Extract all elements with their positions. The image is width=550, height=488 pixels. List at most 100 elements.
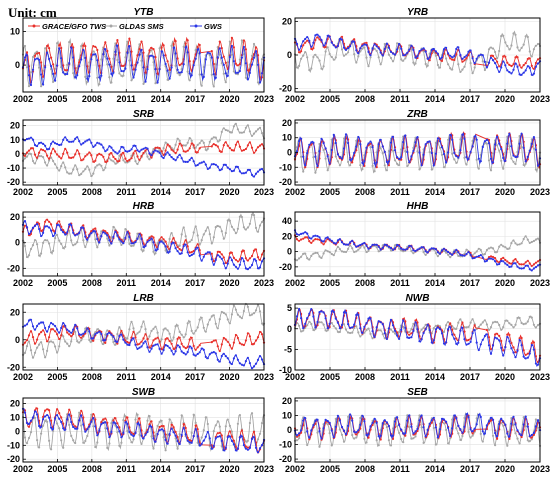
x-tick-label: 2008 <box>355 94 375 104</box>
data-point <box>216 145 219 148</box>
data-point <box>122 70 125 73</box>
data-point <box>250 54 254 57</box>
data-point <box>332 58 335 61</box>
data-point <box>240 56 243 59</box>
data-point <box>66 418 69 421</box>
data-point <box>306 39 309 42</box>
data-point <box>186 322 189 325</box>
data-point <box>146 68 149 71</box>
data-point <box>160 338 163 341</box>
data-point <box>304 236 307 239</box>
data-point <box>246 69 249 72</box>
grid <box>22 398 265 462</box>
data-point <box>424 328 427 331</box>
data-point <box>434 50 437 53</box>
y-tick-label: 20 <box>10 212 20 222</box>
data-point <box>359 423 362 426</box>
data-point <box>162 54 165 57</box>
x-tick-label: 2005 <box>320 464 340 474</box>
data-point <box>510 341 513 345</box>
data-point <box>424 253 427 256</box>
data-point <box>94 230 97 233</box>
data-point <box>194 49 197 52</box>
data-point <box>202 141 205 144</box>
data-point <box>58 412 61 415</box>
data-point <box>182 63 185 66</box>
data-point <box>248 141 251 144</box>
data-point <box>236 64 239 67</box>
data-point <box>342 243 346 246</box>
data-point <box>532 433 536 436</box>
x-tick-label: 2005 <box>47 187 67 197</box>
data-point <box>502 260 505 263</box>
data-point <box>391 52 395 55</box>
data-point <box>94 45 97 49</box>
data-point <box>308 436 311 439</box>
data-point <box>25 255 29 259</box>
data-point <box>23 56 27 59</box>
data-point <box>334 141 337 145</box>
data-point <box>216 250 219 253</box>
data-point <box>192 344 195 348</box>
data-point <box>144 244 147 247</box>
x-tick-label: 2020 <box>220 464 240 474</box>
data-point <box>112 235 115 238</box>
data-point <box>174 152 177 155</box>
data-point <box>385 333 388 336</box>
data-point <box>240 172 243 175</box>
data-point <box>144 80 147 83</box>
data-point <box>218 139 221 142</box>
data-point <box>46 239 49 242</box>
data-point <box>432 327 435 330</box>
data-point <box>208 54 211 57</box>
data-point <box>320 437 323 440</box>
data-point <box>534 425 538 428</box>
data-point <box>118 334 121 337</box>
data-point <box>506 44 509 48</box>
data-point <box>461 254 464 257</box>
data-point <box>122 146 125 149</box>
data-point <box>224 72 227 75</box>
data-point <box>136 54 139 57</box>
data-point <box>240 317 243 320</box>
data-point <box>459 318 462 321</box>
data-point <box>142 51 145 54</box>
data-point <box>92 413 95 416</box>
data-point <box>192 144 195 147</box>
data-point <box>504 151 507 154</box>
y-tick-label: 0 <box>15 238 20 248</box>
data-point <box>98 330 101 333</box>
data-point <box>252 42 256 46</box>
data-point <box>359 143 362 146</box>
data-point <box>180 62 183 65</box>
data-point <box>306 317 309 320</box>
data-point <box>174 159 177 162</box>
data-point <box>383 150 386 153</box>
data-point <box>250 343 254 346</box>
data-point <box>92 172 95 175</box>
data-point <box>338 164 341 167</box>
data-point <box>432 247 435 250</box>
data-point <box>522 323 525 326</box>
data-point <box>453 58 456 62</box>
data-point <box>312 156 315 159</box>
x-tick-label: 2011 <box>390 372 410 382</box>
data-point <box>192 434 195 438</box>
data-point <box>204 58 207 61</box>
data-point <box>58 337 61 341</box>
data-point <box>248 314 251 317</box>
data-point <box>518 64 521 67</box>
data-point <box>536 62 540 65</box>
data-point <box>498 245 501 248</box>
data-point <box>377 250 380 253</box>
data-point <box>459 438 462 441</box>
data-point <box>244 267 247 270</box>
data-point <box>506 69 509 72</box>
x-tick-label: 2008 <box>82 372 102 382</box>
data-point <box>528 315 531 318</box>
data-point <box>455 155 458 158</box>
data-point <box>96 48 99 52</box>
data-point <box>196 441 199 444</box>
data-point <box>176 344 179 347</box>
data-point <box>451 56 454 59</box>
